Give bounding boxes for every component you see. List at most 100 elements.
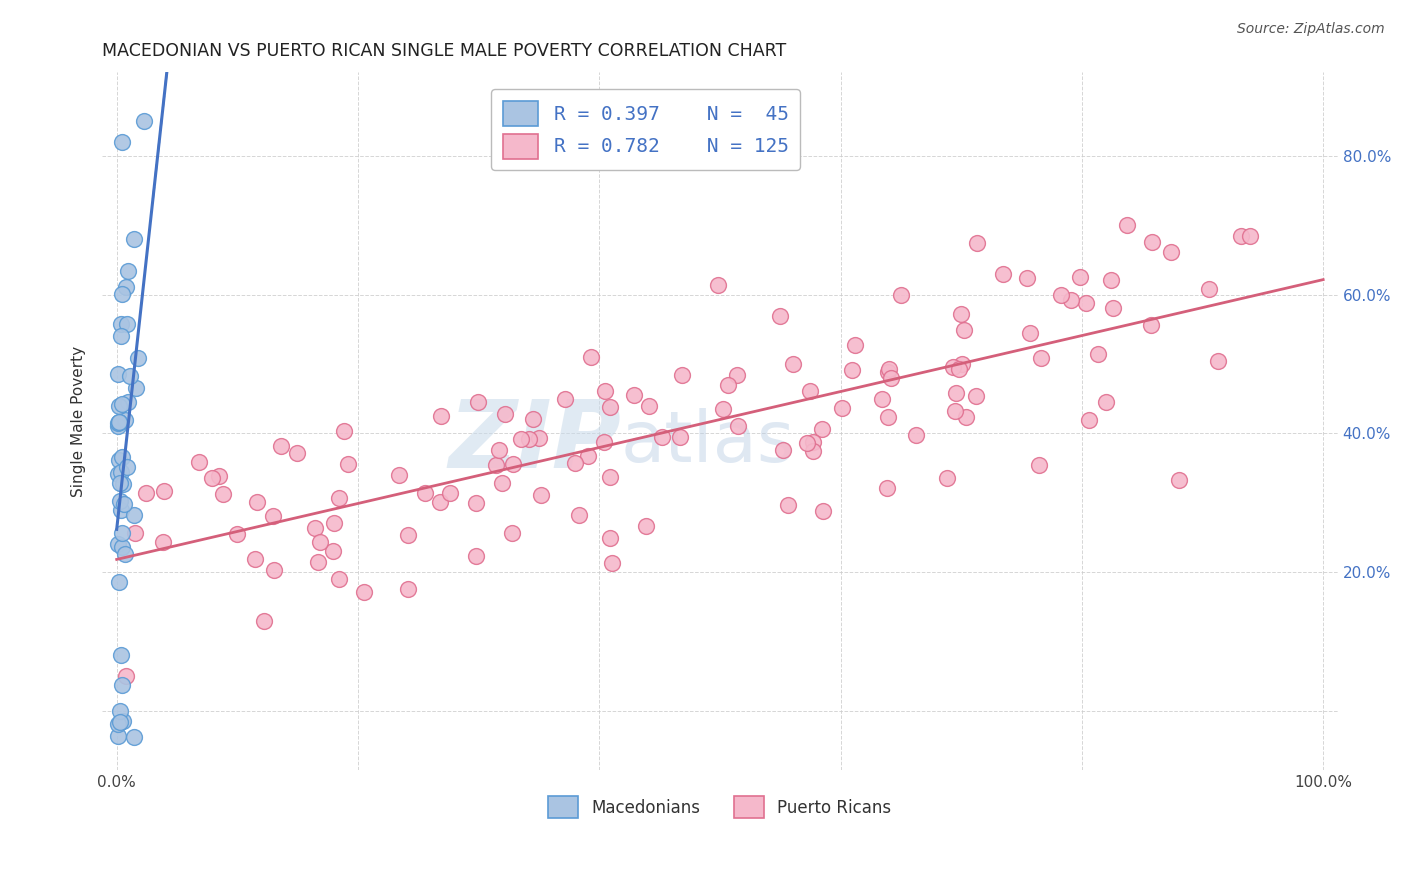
Point: [226, 527, 249, 541]
Point: [153, 484, 176, 499]
Point: [890, 288, 912, 302]
Point: [796, 435, 818, 450]
Point: [876, 365, 898, 379]
Point: [501, 525, 523, 540]
Point: [108, 475, 131, 490]
Point: [876, 481, 898, 495]
Point: [844, 338, 866, 352]
Point: [112, 714, 135, 729]
Point: [212, 487, 235, 501]
Point: [811, 504, 834, 518]
Point: [467, 395, 489, 409]
Point: [949, 307, 972, 321]
Point: [1139, 318, 1161, 332]
Point: [114, 669, 136, 683]
Point: [599, 470, 621, 484]
Point: [530, 488, 553, 502]
Y-axis label: Single Male Poverty: Single Male Poverty: [72, 345, 86, 497]
Point: [904, 428, 927, 442]
Point: [811, 422, 834, 436]
Point: [831, 401, 853, 416]
Point: [953, 323, 976, 337]
Point: [1029, 351, 1052, 366]
Point: [1101, 301, 1123, 315]
Point: [396, 528, 419, 542]
Point: [880, 371, 903, 385]
Point: [942, 360, 965, 375]
Point: [108, 494, 131, 508]
Point: [502, 457, 524, 471]
Point: [576, 450, 599, 464]
Point: [115, 460, 138, 475]
Text: MACEDONIAN VS PUERTO RICAN SINGLE MALE POVERTY CORRELATION CHART: MACEDONIAN VS PUERTO RICAN SINGLE MALE P…: [103, 42, 786, 60]
Point: [488, 442, 510, 457]
Point: [1050, 288, 1073, 302]
Point: [108, 415, 131, 429]
Point: [108, 704, 131, 718]
Point: [263, 563, 285, 577]
Point: [950, 358, 973, 372]
Point: [943, 404, 966, 418]
Point: [668, 430, 690, 444]
Point: [1230, 229, 1253, 244]
Point: [262, 508, 284, 523]
Point: [108, 453, 131, 467]
Point: [966, 236, 988, 251]
Point: [634, 518, 657, 533]
Point: [388, 467, 411, 482]
Point: [110, 503, 132, 517]
Point: [1069, 270, 1091, 285]
Point: [491, 475, 513, 490]
Point: [107, 418, 129, 433]
Point: [877, 409, 900, 424]
Point: [108, 714, 131, 729]
Point: [107, 467, 129, 482]
Point: [510, 432, 533, 446]
Point: [187, 455, 209, 469]
Point: [1076, 296, 1098, 310]
Point: [117, 318, 139, 332]
Point: [107, 367, 129, 381]
Point: [936, 471, 959, 485]
Point: [111, 541, 134, 555]
Point: [114, 413, 136, 427]
Point: [494, 407, 516, 421]
Point: [127, 351, 149, 365]
Point: [465, 496, 488, 510]
Point: [1160, 244, 1182, 259]
Point: [337, 457, 360, 471]
Point: [568, 508, 591, 522]
Point: [270, 439, 292, 453]
Point: [110, 466, 132, 480]
Point: [600, 556, 623, 570]
Point: [110, 648, 132, 663]
Point: [413, 486, 436, 500]
Point: [671, 368, 693, 382]
Text: ZIP: ZIP: [449, 396, 621, 488]
Point: [245, 552, 267, 566]
Point: [110, 328, 132, 343]
Point: [651, 430, 673, 444]
Point: [564, 456, 586, 470]
Point: [593, 384, 616, 398]
Text: atlas: atlas: [621, 408, 796, 476]
Point: [554, 392, 576, 406]
Point: [111, 525, 134, 540]
Point: [527, 431, 550, 445]
Point: [955, 410, 977, 425]
Point: [716, 377, 738, 392]
Point: [485, 458, 508, 472]
Point: [107, 729, 129, 743]
Point: [333, 424, 356, 438]
Point: [439, 486, 461, 500]
Point: [117, 264, 139, 278]
Point: [623, 388, 645, 402]
Point: [430, 409, 453, 423]
Point: [114, 547, 136, 561]
Point: [108, 415, 131, 429]
Point: [107, 716, 129, 731]
Point: [1167, 473, 1189, 487]
Point: [122, 730, 145, 744]
Point: [328, 572, 350, 586]
Point: [124, 526, 146, 541]
